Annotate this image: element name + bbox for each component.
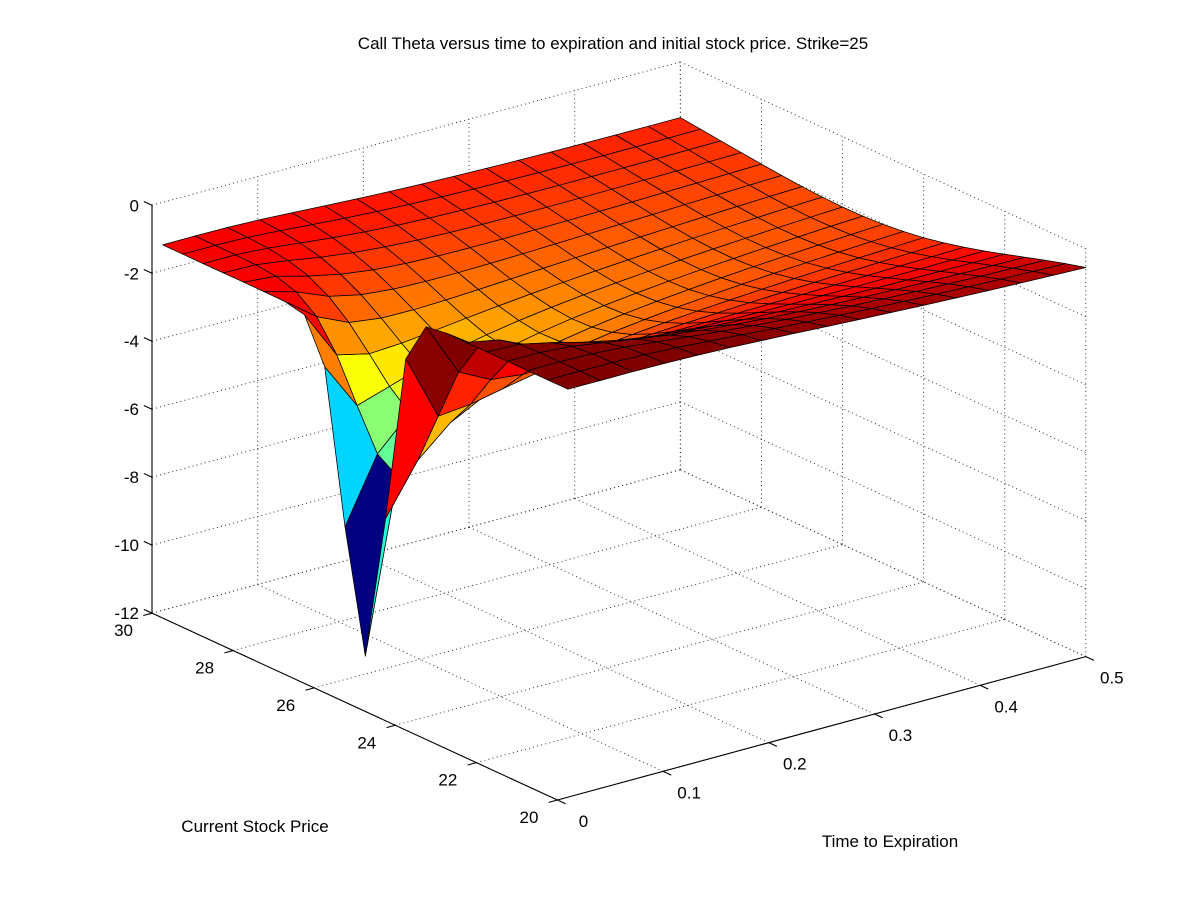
- grid-line: [151, 61, 681, 206]
- grid-line: [363, 555, 769, 744]
- grid-line: [680, 265, 1087, 454]
- y-tick-label: 28: [195, 659, 214, 678]
- x-tick-mark: [768, 742, 778, 747]
- grid-line: [680, 469, 1087, 658]
- grid-line: [314, 544, 843, 689]
- grid-line: [680, 129, 1087, 318]
- y-tick-mark: [386, 724, 396, 729]
- grid-line: [232, 506, 762, 652]
- z-tick-label: -8: [124, 468, 139, 487]
- x-tick-mark: [874, 713, 883, 719]
- grid-line: [151, 469, 681, 614]
- z-tick-label: -2: [124, 264, 139, 283]
- grid-line: [395, 581, 924, 726]
- grid-line: [680, 61, 1087, 250]
- z-tick-label: -4: [124, 332, 139, 351]
- z-tick-mark: [143, 472, 153, 478]
- x-tick-mark: [662, 770, 672, 776]
- surface-face: [547, 370, 601, 390]
- z-tick-mark: [143, 404, 153, 410]
- x-tick-mark: [979, 684, 989, 690]
- x-tick-label: 0.5: [1100, 669, 1124, 688]
- surface-face: [283, 300, 338, 356]
- x-tick-label: 0.1: [677, 783, 701, 802]
- x-tick-label: 0.4: [994, 697, 1018, 716]
- z-tick-label: -12: [114, 604, 139, 623]
- z-tick-label: -10: [114, 536, 139, 555]
- grid-line: [151, 401, 681, 546]
- z-tick-mark: [143, 268, 153, 274]
- z-tick-mark: [143, 201, 153, 206]
- y-tick-mark: [305, 687, 315, 691]
- x-tick-mark: [557, 799, 566, 805]
- y-tick-label: 22: [438, 771, 457, 790]
- x-axis-title: Time to Expiration: [821, 832, 959, 851]
- grid-line: [257, 584, 664, 772]
- x-axis-line: [557, 656, 1086, 801]
- y-axis-title: Current Stock Price: [181, 817, 329, 836]
- chart-title: Call Theta versus time to expiration and…: [357, 34, 869, 53]
- grid-line: [574, 498, 981, 686]
- z-tick-label: 0: [130, 196, 139, 215]
- y-tick-mark: [548, 799, 558, 803]
- z-tick-mark: [143, 540, 153, 546]
- y-tick-mark: [224, 650, 234, 654]
- grid-line: [680, 333, 1087, 522]
- y-tick-label: 24: [357, 733, 376, 752]
- y-tick-mark: [467, 762, 477, 766]
- grid-line: [468, 526, 875, 715]
- x-tick-mark: [1085, 656, 1095, 661]
- grid-line: [476, 618, 1005, 764]
- y-tick-label: 26: [276, 696, 295, 715]
- z-tick-mark: [143, 336, 153, 342]
- y-tick-label: 30: [114, 621, 133, 640]
- y-tick-label: 20: [520, 808, 539, 827]
- x-tick-label: 0: [579, 812, 588, 831]
- y-axis-line: [151, 612, 558, 801]
- x-tick-label: 0.3: [889, 726, 913, 745]
- grid-line: [680, 401, 1087, 590]
- z-tick-mark: [143, 608, 153, 614]
- x-tick-label: 0.2: [783, 755, 807, 774]
- y-tick-mark: [143, 612, 153, 617]
- z-tick-label: -6: [124, 400, 139, 419]
